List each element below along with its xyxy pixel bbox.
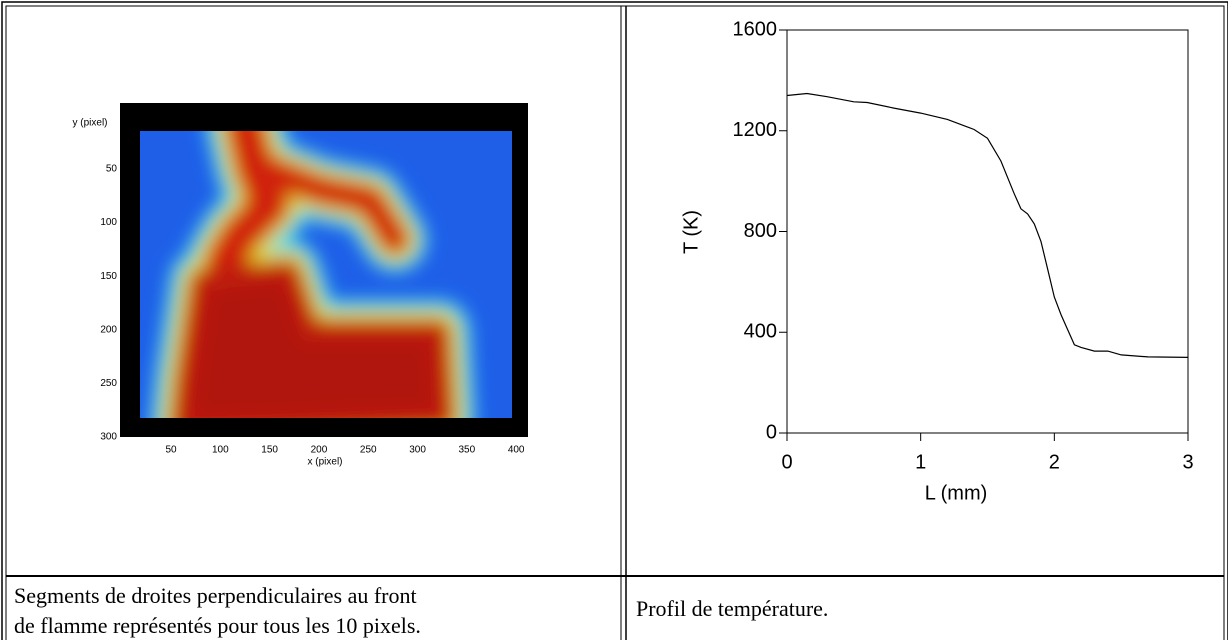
heatmap-y-tick-label: 200: [100, 324, 117, 335]
heatmap-x-tick-label: 50: [165, 445, 177, 456]
heatmap-y-tick-label: 150: [100, 271, 117, 282]
y-tick-label: 1200: [733, 119, 778, 141]
caption-right: Profil de température.: [636, 596, 829, 621]
heatmap-x-tick-label: 200: [311, 445, 328, 456]
heatmap-x-tick-label: 250: [360, 445, 377, 456]
heatmap-y-tick-label: 50: [106, 164, 118, 175]
heatmap-x-tick-label: 350: [459, 445, 476, 456]
heatmap-y-tick-label: 250: [100, 378, 117, 389]
x-tick-label: 1: [915, 451, 926, 473]
caption-line: Segments de droites perpendiculaires au …: [14, 583, 417, 608]
caption-left: Segments de droites perpendiculaires au …: [14, 581, 421, 641]
heatmap-y-tick-label: 300: [100, 432, 117, 443]
heatmap-x-tick-label: 400: [508, 445, 525, 456]
x-tick-label: 0: [781, 451, 792, 473]
heatmap-x-tick-label: 300: [409, 445, 426, 456]
heatmap-x-label: x (pixel): [307, 457, 342, 468]
y-tick-label: 400: [744, 321, 777, 343]
plot-frame: [786, 29, 1189, 434]
data-line: [786, 92, 1189, 358]
heatmap-y-label: y (pixel): [72, 118, 107, 129]
heatmap-x-tick-label: 150: [261, 445, 278, 456]
y-axis-label: T (K): [680, 210, 702, 254]
y-tick-label: 800: [744, 220, 777, 242]
caption-line: de flamme représentés pour tous les 10 p…: [14, 613, 421, 638]
x-tick-label: 3: [1182, 451, 1193, 473]
heatmap-x-tick-label: 100: [212, 445, 229, 456]
y-tick-label: 1600: [733, 18, 778, 40]
x-axis-label: L (mm): [925, 482, 988, 504]
y-tick-label: 0: [766, 421, 777, 443]
heatmap-y-tick-label: 100: [100, 217, 117, 228]
x-tick-label: 2: [1049, 451, 1060, 473]
heatmap-image: [120, 103, 528, 437]
